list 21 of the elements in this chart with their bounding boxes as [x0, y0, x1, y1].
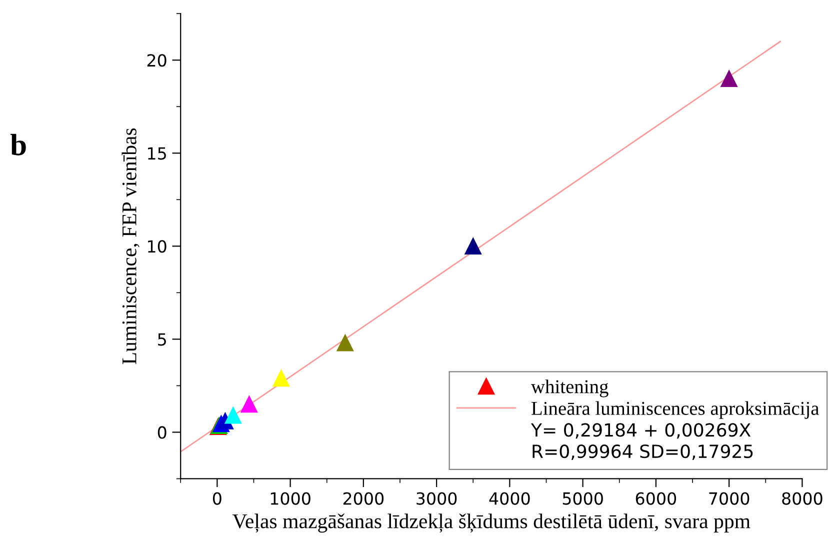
legend-label: Lineāra luminiscences aproksimācija: [532, 401, 820, 419]
y-tick-label: 0: [158, 426, 166, 439]
x-tick-label: 2000: [343, 492, 384, 505]
annotation: R=0,99964 SD=0,17925: [532, 444, 753, 460]
y-tick-label: 20: [147, 54, 166, 67]
x-tick-label: 1000: [270, 492, 310, 505]
x-tick-label: 7000: [709, 492, 750, 505]
y-tick-label: 10: [148, 240, 166, 253]
x-tick-label: 0: [212, 492, 222, 505]
annotation: Y= 0,29184 + 0,00269X: [530, 423, 751, 439]
y-axis-title: Luminiscence, FEP vienības: [122, 128, 140, 364]
text: b: [10, 134, 26, 156]
y-tick-label: 5: [158, 333, 166, 346]
legend-label: whitening: [530, 380, 608, 398]
y-tick-label: 15: [148, 147, 166, 160]
x-axis-title: Veļas mazgāšanas līdzekļa šķīdums destilētā ūdenī, svara ppm: [232, 514, 750, 533]
x-tick-label: 6000: [636, 492, 676, 505]
x-tick-label: 5000: [562, 492, 603, 505]
x-tick-label: 4000: [489, 492, 530, 505]
x-tick-label: 8000: [782, 492, 822, 505]
x-tick-label: 3000: [416, 492, 457, 505]
